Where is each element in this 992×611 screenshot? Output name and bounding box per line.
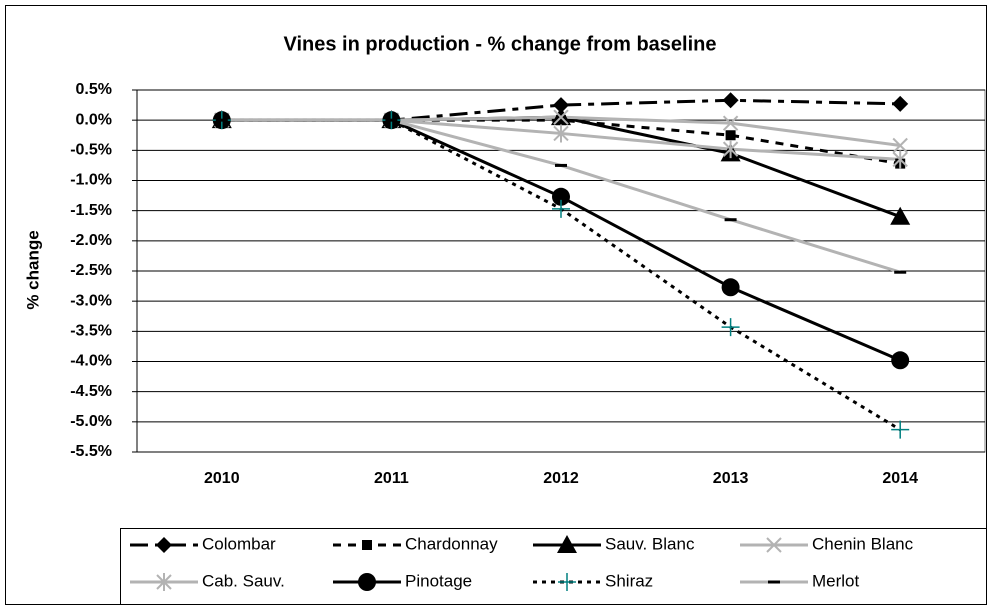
marker — [553, 97, 569, 114]
legend-label: Chenin Blanc — [812, 534, 914, 553]
legend-label: Sauv. Blanc — [605, 534, 695, 553]
y-tick-label: -2.0% — [70, 232, 112, 249]
marker — [552, 199, 570, 218]
marker — [553, 124, 569, 143]
marker — [892, 137, 908, 154]
y-tick-label: -0.5% — [70, 142, 112, 159]
legend-marker — [358, 573, 376, 591]
x-tick-label: 2014 — [882, 470, 918, 487]
chart-title: Vines in production - % change from base… — [283, 33, 716, 55]
y-tick-label: -2.5% — [70, 262, 112, 279]
marker — [553, 109, 569, 125]
legend-marker — [557, 535, 577, 553]
x-tick-label: 2011 — [374, 470, 409, 487]
marker — [725, 130, 736, 141]
y-tick-label: -4.5% — [70, 383, 112, 400]
marker — [552, 187, 570, 206]
marker — [892, 95, 909, 112]
y-tick-label: -1.0% — [70, 172, 112, 189]
legend-box — [120, 528, 987, 605]
x-tick-label: 2013 — [713, 470, 749, 487]
legend-label: Chardonnay — [405, 534, 498, 553]
y-tick-label: -1.5% — [70, 202, 112, 219]
marker — [891, 351, 910, 370]
marker — [892, 150, 908, 169]
x-tick-label: 2010 — [204, 470, 240, 487]
marker — [722, 92, 739, 109]
marker — [890, 206, 911, 225]
x-tick-label: 2012 — [543, 470, 579, 487]
legend-label: Shiraz — [605, 571, 653, 590]
y-tick-label: -5.0% — [70, 413, 112, 430]
legend-label: Pinotage — [405, 571, 472, 590]
legend-label: Colombar — [202, 534, 276, 553]
legend-label: Cab. Sauv. — [202, 571, 285, 590]
legend-label: Merlot — [812, 571, 860, 590]
y-tick-label: 0.5% — [76, 81, 112, 98]
marker — [722, 115, 739, 131]
marker — [721, 318, 740, 337]
marker — [722, 140, 739, 159]
legend-marker — [766, 537, 782, 553]
legend-marker — [156, 573, 172, 591]
y-tick-label: -5.5% — [70, 443, 112, 460]
y-tick-label: -3.0% — [70, 292, 112, 309]
marker — [891, 420, 910, 439]
legend-marker — [362, 540, 372, 550]
y-tick-label: -4.0% — [70, 353, 112, 370]
legend-marker — [156, 537, 172, 553]
y-tick-label: 0.0% — [76, 111, 112, 128]
y-axis-label: % change — [23, 230, 42, 309]
y-tick-label: -3.5% — [70, 323, 112, 340]
legend-marker — [558, 573, 576, 591]
marker — [721, 278, 740, 297]
